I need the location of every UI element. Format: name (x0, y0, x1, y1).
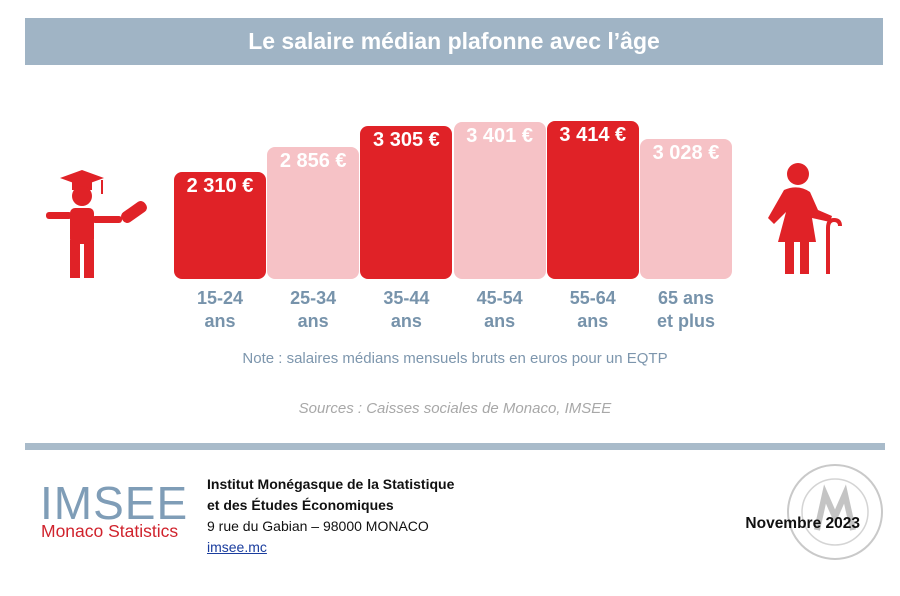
x-tick-label: 55-64 ans (569, 288, 616, 331)
bar (640, 138, 732, 279)
link[interactable]: imsee.mc (207, 539, 267, 555)
value-label: 3 305 € (373, 129, 440, 152)
bar (546, 121, 639, 279)
link-wrap: imsee.mc (207, 539, 267, 555)
address: 9 rue du Gabian – 98000 MONACO (207, 518, 429, 534)
value-label: 3 401 € (466, 124, 533, 147)
separator (25, 443, 885, 450)
stamp (787, 464, 883, 560)
x-tick-label: 45-54 ans (476, 288, 523, 331)
date: Novembre 2023 (745, 515, 860, 532)
bar (453, 121, 546, 279)
bar (267, 146, 360, 279)
value-label: 3 028 € (652, 141, 720, 164)
chart-title: Le salaire médian plafonne avec l’âge (25, 18, 883, 65)
elder-icon (768, 163, 842, 274)
x-tick-label: 35-44 ans (383, 288, 430, 331)
value-label: 2 856 € (279, 149, 347, 172)
young-icon (46, 170, 147, 278)
logo: IMSEE (40, 477, 189, 529)
x-tick-label: 65 ans et plus (656, 288, 715, 331)
bar (174, 172, 266, 279)
logo-subtitle: Monaco Statistics (41, 521, 179, 541)
value-label: 3 414 € (559, 124, 627, 146)
institution: Institut Monégasque de la Statistique (207, 476, 455, 492)
value-label: 2 310 € (186, 175, 254, 198)
note: Note : salaires médians mensuels bruts e… (242, 350, 668, 367)
x-tick-label: 15-24 ans (196, 288, 244, 331)
bar-chart: 2 310 € 15-24 ans 2 856 € 25-34 ans 3 305 € 3… (174, 121, 732, 331)
source: Sources : Caisses sociales de Monaco, IM… (298, 400, 612, 417)
x-tick-label: 25-34 ans (290, 288, 337, 331)
bar (360, 126, 453, 279)
institution: et des Études Économiques (207, 497, 394, 513)
